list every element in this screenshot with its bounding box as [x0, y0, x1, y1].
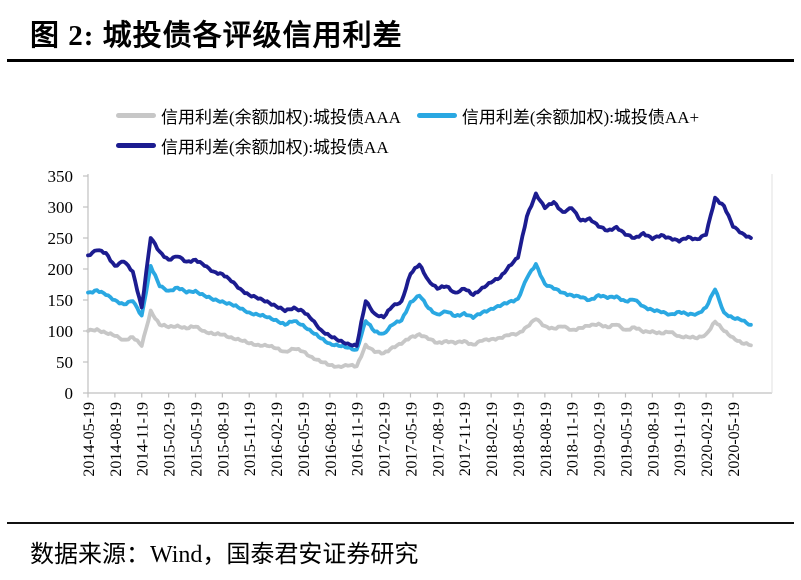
x-axis-label: 2016-11-19 [350, 402, 367, 476]
series-line-1 [86, 262, 753, 352]
legend-label-aa: 信用利差(余额加权):城投债AA [161, 137, 389, 157]
x-axis-label: 2019-02-19 [592, 402, 609, 477]
x-axis-label: 2018-02-19 [484, 402, 501, 477]
series-line-2 [86, 191, 753, 348]
x-axis-label: 2017-11-19 [457, 402, 474, 476]
x-axis-label: 2014-05-19 [81, 402, 98, 477]
x-axis-label: 2018-05-19 [511, 402, 528, 477]
series-line-0 [86, 308, 753, 369]
title-rule [7, 59, 794, 62]
x-axis-label: 2014-08-19 [108, 402, 125, 477]
x-axis-label: 2019-11-19 [672, 402, 689, 476]
x-axis-label: 2018-08-19 [538, 402, 555, 477]
legend-row-1: 信用利差(余额加权):城投债AAA 信用利差(余额加权):城投债AA+ [116, 100, 715, 130]
x-axis-label: 2019-05-19 [618, 402, 635, 477]
chart-legend: 信用利差(余额加权):城投债AAA 信用利差(余额加权):城投债AA+ 信用利差… [116, 100, 715, 160]
legend-item-aa-plus: 信用利差(余额加权):城投债AA+ [416, 103, 700, 128]
legend-item-aaa: 信用利差(余额加权):城投债AAA [116, 103, 401, 128]
x-axis-label: 2015-11-19 [242, 402, 259, 476]
y-axis-label: 100 [48, 322, 74, 341]
x-axis-label: 2018-11-19 [565, 402, 582, 476]
x-axis-label: 2015-05-19 [188, 402, 205, 477]
y-axis-label: 0 [65, 384, 74, 403]
x-axis-label: 2017-02-19 [377, 402, 394, 477]
x-axis-label: 2016-08-19 [323, 402, 340, 477]
x-axis-label: 2016-02-19 [269, 402, 286, 477]
y-axis-label: 250 [48, 229, 74, 248]
y-axis-label: 300 [48, 198, 74, 217]
legend-row-2: 信用利差(余额加权):城投债AA [116, 130, 715, 160]
x-axis-label: 2015-02-19 [162, 402, 179, 477]
y-axis-label: 200 [48, 260, 74, 279]
figure-title: 图 2: 城投债各评级信用利差 [30, 20, 403, 52]
legend-label-aaa: 信用利差(余额加权):城投债AAA [161, 107, 401, 127]
data-source: 数据来源：Wind，国泰君安证券研究 [30, 542, 419, 568]
legend-label-aa-plus: 信用利差(余额加权):城投债AA+ [461, 107, 700, 127]
x-axis-label: 2019-08-19 [645, 402, 662, 477]
footer-rule [7, 522, 794, 524]
x-axis-label: 2017-05-19 [403, 402, 420, 477]
legend-swatch-aaa [116, 112, 156, 118]
y-axis-label: 150 [48, 291, 74, 310]
x-axis-label: 2020-02-19 [699, 402, 716, 477]
credit-spread-line-chart: 0 50 100 150 200 250 300 350 2014-05-19 2014-08-1… [48, 167, 773, 477]
x-axis-label: 2020-05-19 [726, 402, 743, 477]
x-axis-label: 2016-05-19 [296, 402, 313, 477]
y-axis-label: 50 [56, 353, 73, 372]
legend-item-aa: 信用利差(余额加权):城投债AA [116, 133, 389, 158]
y-axis-label: 350 [48, 167, 74, 186]
legend-swatch-aa-plus [416, 112, 457, 118]
x-axis-label: 2015-08-19 [215, 402, 232, 477]
x-axis-label: 2017-08-19 [430, 402, 447, 477]
legend-swatch-aa [116, 142, 156, 148]
x-axis-label: 2014-11-19 [135, 402, 152, 476]
